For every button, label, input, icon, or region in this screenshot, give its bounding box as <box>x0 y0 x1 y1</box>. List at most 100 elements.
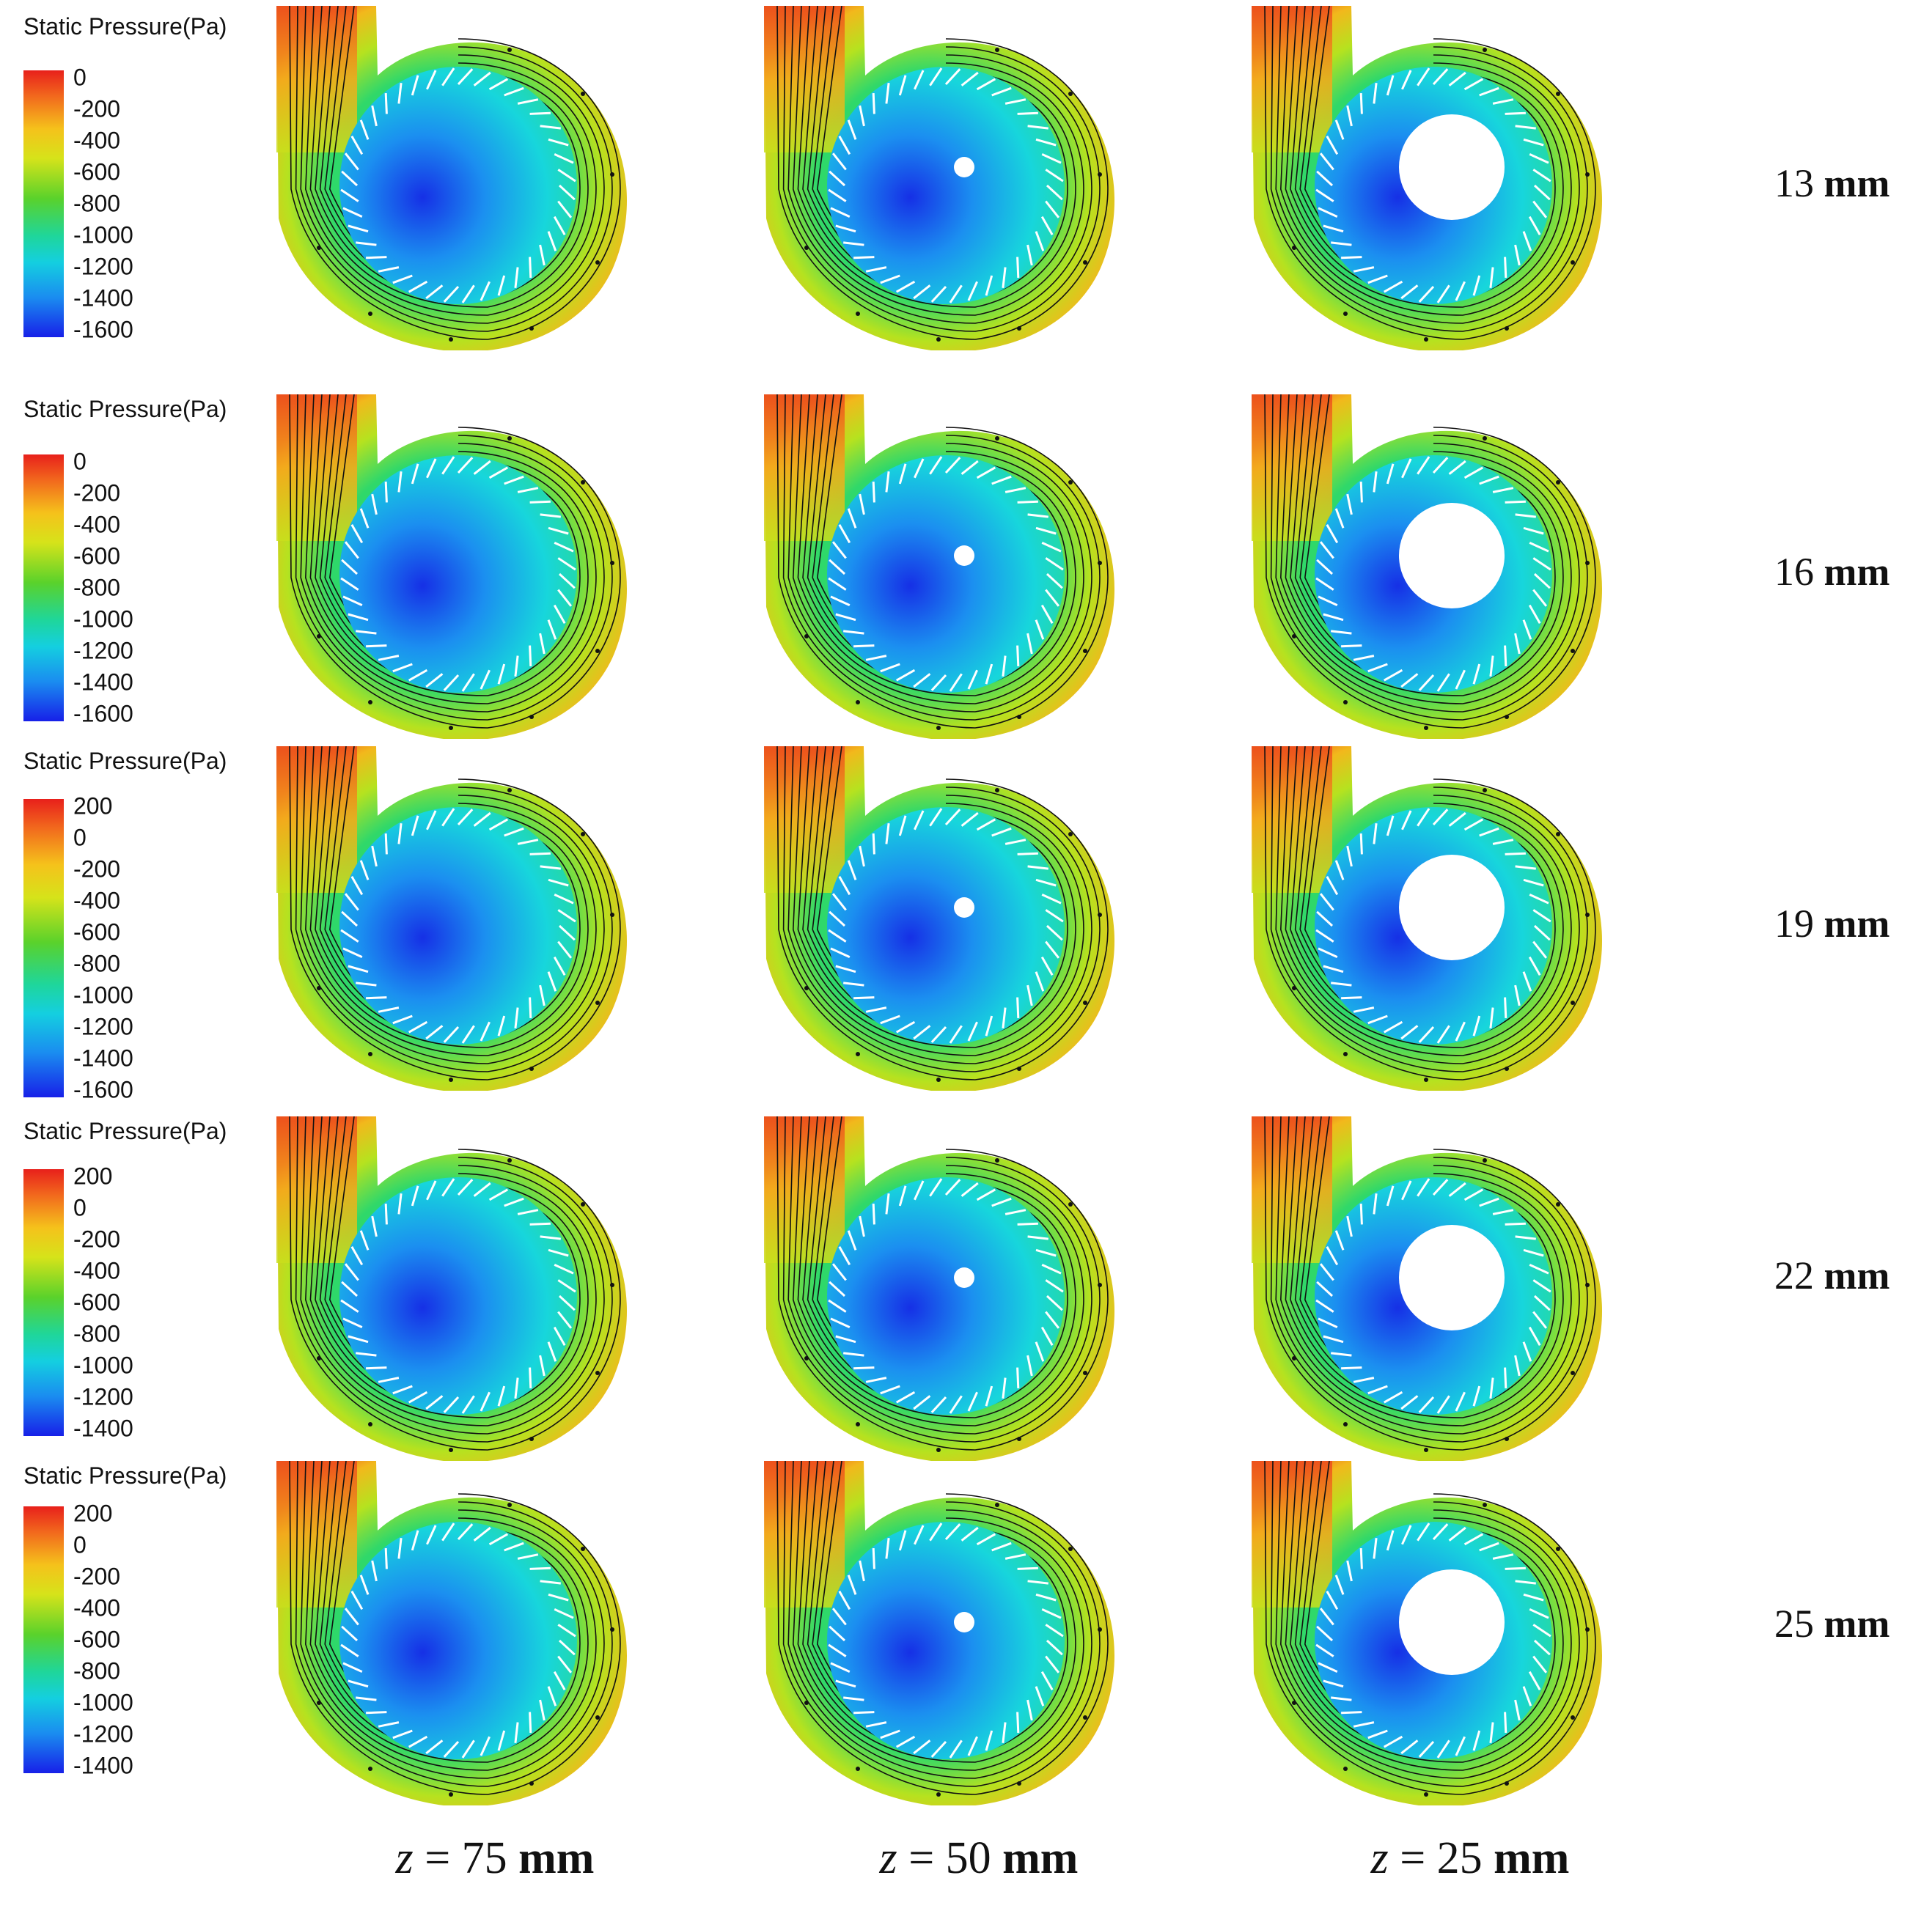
impeller-blades <box>1315 1178 1551 1414</box>
legend-title: Static Pressure(Pa) <box>23 748 227 774</box>
row-label-value: 19 <box>1774 902 1814 946</box>
impeller-blades <box>828 456 1064 692</box>
colorbar-tick: -400 <box>73 511 121 538</box>
col-label-var: z <box>879 1833 897 1883</box>
colorbar-tick: -800 <box>73 190 121 217</box>
contour-panel <box>268 394 649 739</box>
colorbar-tick: 0 <box>73 1531 87 1558</box>
flow-arrows <box>1292 1503 1590 1797</box>
impeller-region <box>827 455 1065 693</box>
hub <box>954 545 974 566</box>
impeller-region <box>339 455 577 693</box>
col-label-eq: = 25 <box>1400 1833 1483 1883</box>
contour-panel <box>1243 6 1624 350</box>
colorbar-tick: -800 <box>73 574 121 601</box>
flow-arrows <box>804 436 1102 730</box>
contour-panel <box>755 746 1136 1091</box>
colorbar-tick: -200 <box>73 95 121 122</box>
pressure-contour <box>276 1461 627 1805</box>
pressure-contour <box>276 746 627 1091</box>
hub <box>954 897 974 918</box>
impeller-region <box>339 1177 577 1415</box>
colorbar-tick: -1000 <box>73 1352 133 1379</box>
pressure-contour <box>764 746 1114 1091</box>
colorbar-tick: -1400 <box>73 1752 133 1779</box>
col-label-var: z <box>1370 1833 1389 1883</box>
col-label-unit: mm <box>518 1833 595 1883</box>
impeller-region <box>827 1522 1065 1759</box>
col-label-z75: z = 75 mm <box>396 1833 595 1885</box>
pressure-contour <box>764 1116 1114 1461</box>
colorbar-tick: -200 <box>73 1563 121 1590</box>
row-label: 16 mm <box>1774 549 1889 594</box>
colorbar <box>23 799 64 1097</box>
flow-arrows <box>804 788 1102 1082</box>
impeller-blades <box>1315 1522 1551 1759</box>
colorbar-tick: -600 <box>73 918 121 946</box>
flow-arrows <box>804 1158 1102 1452</box>
col-label-unit: mm <box>1494 1833 1570 1883</box>
colorbar-tick: 0 <box>73 1194 87 1221</box>
row-label-unit: mm <box>1823 550 1890 594</box>
legend-title: Static Pressure(Pa) <box>23 396 227 422</box>
impeller-blades <box>340 1522 576 1759</box>
colorbar-tick: -600 <box>73 158 121 185</box>
row-label: 22 mm <box>1774 1253 1889 1298</box>
pressure-contour <box>276 394 627 739</box>
colorbar-tick: -200 <box>73 479 121 507</box>
impeller-region <box>827 1177 1065 1415</box>
pressure-contour <box>1252 1116 1602 1461</box>
contour-panel <box>755 394 1136 739</box>
contour-panel <box>268 1461 649 1805</box>
colorbar <box>23 70 64 337</box>
col-label-z50: z = 50 mm <box>880 1833 1079 1885</box>
colorbar-tick: -1200 <box>73 1383 133 1410</box>
colorbar <box>23 1506 64 1773</box>
flow-arrows <box>317 1158 614 1452</box>
impeller-region <box>827 67 1065 304</box>
pressure-contour <box>1252 6 1602 350</box>
contour-panel <box>1243 394 1624 739</box>
hub <box>954 1612 974 1632</box>
impeller-blades <box>828 808 1064 1044</box>
impeller-blades <box>828 67 1064 303</box>
flow-arrows <box>317 48 614 342</box>
colorbar-tick: -800 <box>73 1657 121 1684</box>
pressure-contour <box>764 394 1114 739</box>
impeller-blades <box>828 1522 1064 1759</box>
colorbar-tick: -1400 <box>73 284 133 312</box>
colorbar-tick: 200 <box>73 792 113 820</box>
colorbar-tick: -200 <box>73 1226 121 1253</box>
row-label-value: 13 <box>1774 161 1814 205</box>
legend-title: Static Pressure(Pa) <box>23 13 227 40</box>
colorbar-tick: -1200 <box>73 637 133 664</box>
row-label: 25 mm <box>1774 1601 1889 1646</box>
colorbar-tick: -1200 <box>73 1013 133 1040</box>
contour-panel <box>755 6 1136 350</box>
impeller-region <box>827 807 1065 1045</box>
contour-panel <box>755 1461 1136 1805</box>
row-label-value: 22 <box>1774 1253 1814 1297</box>
col-label-eq: = 75 <box>425 1833 507 1883</box>
row-label-unit: mm <box>1823 1253 1890 1297</box>
impeller-region <box>339 807 577 1045</box>
impeller-blades <box>1315 456 1551 692</box>
colorbar-tick: -400 <box>73 127 121 154</box>
pressure-contour <box>1252 746 1602 1091</box>
row-label-unit: mm <box>1823 1602 1890 1646</box>
pressure-contour <box>1252 394 1602 739</box>
col-label-unit: mm <box>1002 1833 1079 1883</box>
impeller-blades <box>340 1178 576 1414</box>
colorbar-tick: -1200 <box>73 253 133 280</box>
row-label-value: 16 <box>1774 550 1814 594</box>
colorbar <box>23 1169 64 1436</box>
colorbar-tick: -800 <box>73 1320 121 1347</box>
row-label-value: 25 <box>1774 1602 1814 1646</box>
colorbar-tick: -1400 <box>73 1415 133 1442</box>
colorbar-tick: -1400 <box>73 669 133 696</box>
colorbar-tick: -1600 <box>73 1076 133 1103</box>
row-label: 13 mm <box>1774 161 1889 206</box>
colorbar-tick: -1200 <box>73 1720 133 1748</box>
colorbar-tick: -200 <box>73 855 121 883</box>
contour-panel <box>268 1116 649 1461</box>
